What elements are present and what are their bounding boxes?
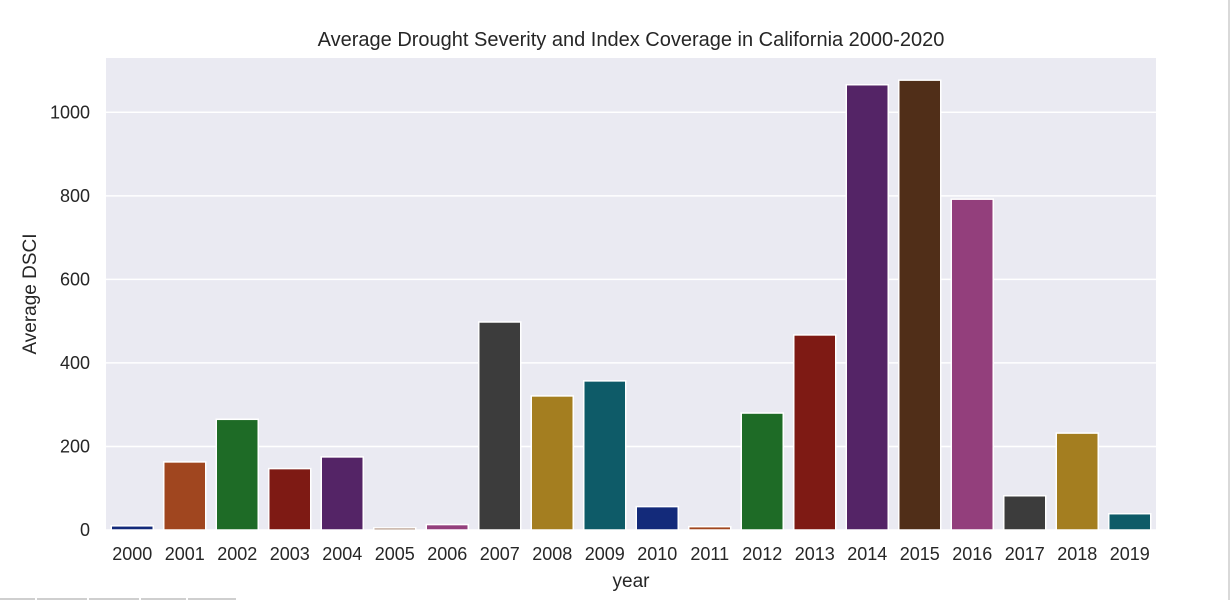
bar-2017 <box>1003 494 1047 531</box>
x-tick-label: 2004 <box>322 544 362 564</box>
x-tick-label: 2005 <box>375 544 415 564</box>
plot-area <box>106 58 1156 530</box>
bar-2018 <box>1055 432 1099 531</box>
bar-2010 <box>635 505 679 531</box>
y-tick-label: 0 <box>80 520 90 540</box>
x-tick-labels: 2000 2001 2002 2003 2004 2005 2006 2007 2008 2009… <box>112 544 1150 564</box>
x-tick-label: 2002 <box>217 544 257 564</box>
bar-2008 <box>530 395 574 531</box>
y-tick-labels: 0 200 400 600 800 1000 <box>50 102 90 540</box>
x-tick-label: 2015 <box>900 544 940 564</box>
bar-2002 <box>215 418 259 531</box>
bar-2011 <box>688 525 732 531</box>
x-axis-label: year <box>613 571 651 592</box>
bar-2001 <box>163 461 207 531</box>
bar-2000 <box>110 525 154 531</box>
bar-2012 <box>740 412 784 531</box>
y-tick-label: 400 <box>60 353 90 373</box>
x-tick-label: 2016 <box>952 544 992 564</box>
taskbar-strip <box>0 598 238 600</box>
bar-2007 <box>478 321 522 531</box>
x-tick-label: 2007 <box>480 544 520 564</box>
chart-title: Average Drought Severity and Index Cover… <box>318 29 945 51</box>
bar-2003 <box>268 467 312 531</box>
bar-2019 <box>1108 512 1152 531</box>
x-tick-label: 2010 <box>637 544 677 564</box>
x-tick-label: 2009 <box>585 544 625 564</box>
bar-2013 <box>793 334 837 531</box>
x-tick-label: 2014 <box>847 544 887 564</box>
x-tick-label: 2012 <box>742 544 782 564</box>
x-tick-label: 2018 <box>1057 544 1097 564</box>
bar-2014 <box>845 83 889 531</box>
bars <box>110 79 1152 531</box>
x-tick-label: 2001 <box>165 544 205 564</box>
bar-2004 <box>320 456 364 531</box>
x-tick-label: 2008 <box>532 544 572 564</box>
x-tick-label: 2019 <box>1110 544 1150 564</box>
bar-2006 <box>425 523 469 531</box>
y-tick-label: 1000 <box>50 102 90 122</box>
bar-2016 <box>950 198 994 531</box>
y-tick-label: 200 <box>60 436 90 456</box>
bar-2009 <box>583 380 627 531</box>
y-tick-label: 600 <box>60 269 90 289</box>
x-tick-label: 2000 <box>112 544 152 564</box>
window-edge <box>1228 0 1230 600</box>
y-axis-label: Average DSCI <box>20 233 41 354</box>
x-tick-label: 2011 <box>690 544 729 564</box>
bar-2015 <box>898 79 942 531</box>
x-tick-label: 2017 <box>1005 544 1045 564</box>
bar-2005 <box>373 527 417 531</box>
y-tick-label: 800 <box>60 186 90 206</box>
x-tick-label: 2013 <box>795 544 835 564</box>
x-tick-label: 2006 <box>427 544 467 564</box>
x-tick-label: 2003 <box>270 544 310 564</box>
